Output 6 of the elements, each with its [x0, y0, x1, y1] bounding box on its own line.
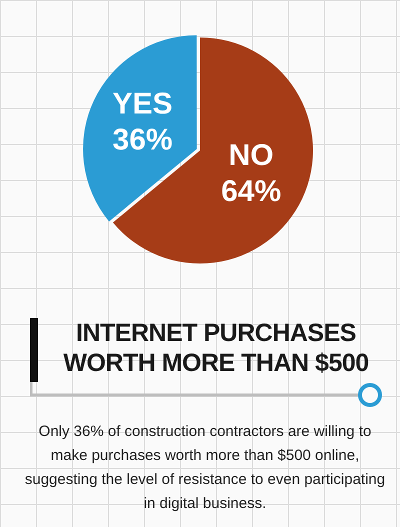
- data-label: 36%: [112, 124, 173, 157]
- slice-label: YES: [112, 88, 173, 121]
- data-label: 64%: [221, 174, 282, 208]
- text: INTERNET PURCHASES WORTH MORE THAN $500: [62, 318, 370, 378]
- slice-label: NO: [228, 138, 274, 172]
- text: Only 36% of construction contractors are willing to make purchases worth more than $500 online, suggesting the level of resistance to even participating in digital business.: [24, 422, 386, 514]
